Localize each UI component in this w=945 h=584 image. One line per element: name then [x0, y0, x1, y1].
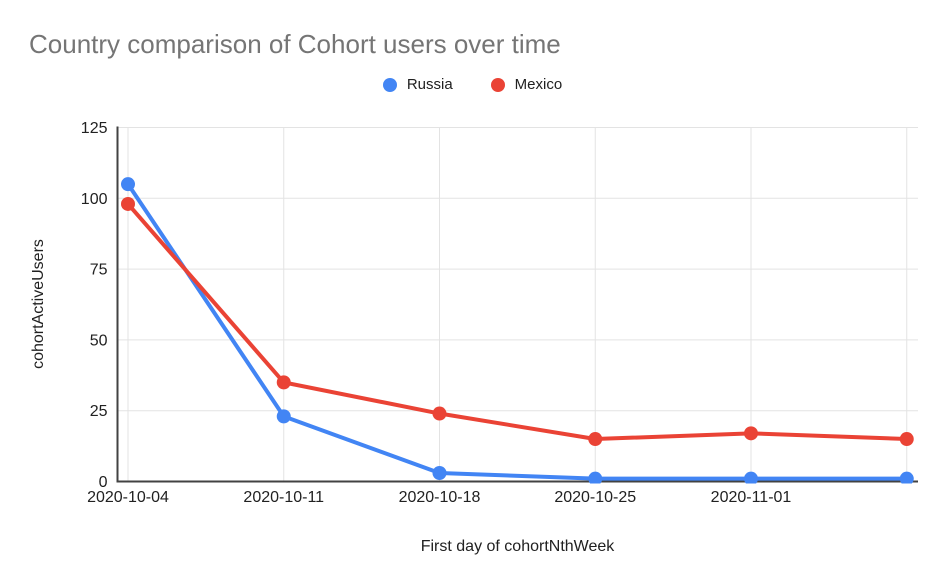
y-tick-label: 50: [90, 332, 108, 349]
legend-swatch-mexico: [490, 77, 505, 92]
x-tick-label: 2020-10-18: [399, 489, 481, 506]
y-axis-title: cohortActiveUsers: [30, 239, 47, 369]
data-point-mexico: [588, 432, 603, 447]
series-line-mexico: [126, 201, 909, 442]
chart-legend: Russia Mexico: [0, 76, 945, 93]
data-point-mexico: [899, 432, 914, 447]
x-tick-label: 2020-10-25: [554, 489, 636, 506]
y-tick-label: 125: [81, 120, 108, 137]
data-point-russia: [744, 471, 758, 484]
data-point-russia: [588, 471, 603, 484]
data-point-russia: [899, 471, 914, 484]
data-point-russia: [432, 466, 447, 481]
y-tick-label: 0: [99, 474, 108, 491]
x-tick-label: 2020-10-11: [243, 489, 324, 506]
data-point-russia: [121, 177, 135, 192]
legend-label-mexico: Mexico: [514, 76, 563, 93]
legend-label-russia: Russia: [406, 76, 453, 93]
legend-item-russia: Russia: [382, 76, 453, 93]
chart-title: Country comparison of Cohort users over …: [29, 29, 561, 59]
x-tick-label: 2020-11-01: [711, 489, 792, 506]
legend-swatch-russia: [382, 77, 397, 92]
y-tick-label: 75: [90, 262, 108, 279]
data-point-russia: [276, 409, 291, 424]
series-layer: [121, 177, 914, 484]
x-axis-title: First day of cohortNthWeek: [420, 538, 615, 555]
legend-item-mexico: Mexico: [490, 76, 563, 93]
data-point-mexico: [432, 406, 447, 421]
data-point-mexico: [121, 196, 135, 211]
y-tick-label: 100: [81, 191, 108, 208]
data-point-mexico: [276, 375, 291, 390]
series-line-russia: [126, 182, 909, 481]
data-point-mexico: [744, 426, 758, 441]
y-tick-label: 25: [90, 403, 108, 420]
x-tick-label: 2020-10-04: [87, 489, 169, 506]
